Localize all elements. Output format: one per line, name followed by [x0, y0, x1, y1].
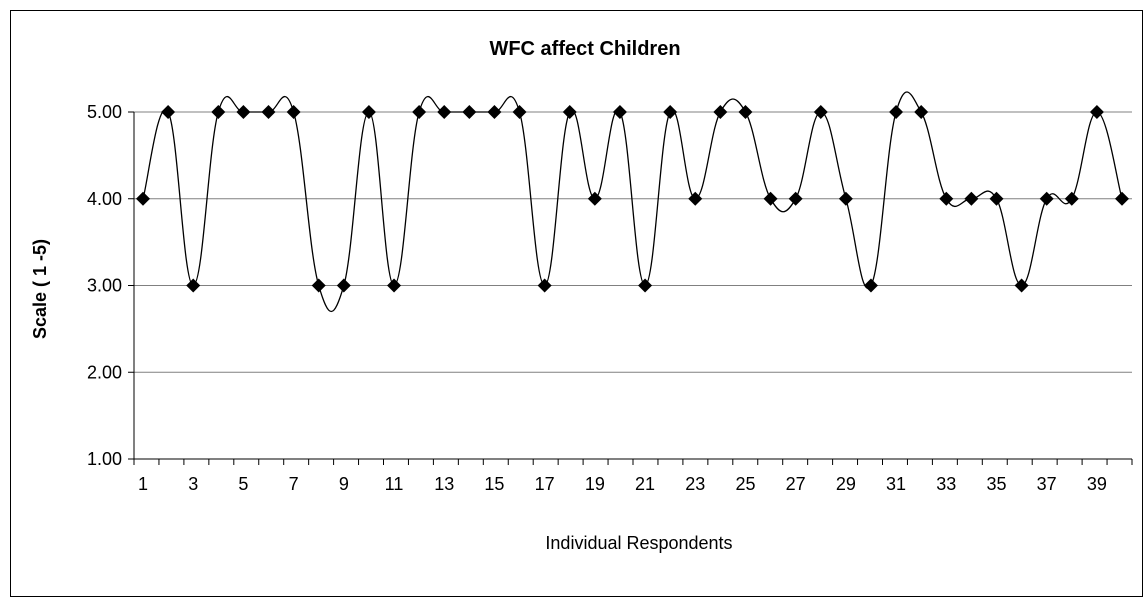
x-tick-label: 31 — [886, 474, 906, 494]
data-point-22 — [663, 105, 678, 119]
data-point-29 — [838, 191, 853, 206]
data-point-2 — [161, 105, 176, 119]
data-point-25 — [738, 105, 753, 119]
data-point-20 — [612, 105, 627, 119]
data-point-36 — [1014, 278, 1029, 293]
data-point-18 — [562, 105, 577, 119]
x-tick-label: 15 — [484, 474, 504, 494]
series-line — [142, 91, 1123, 312]
x-tick-label: 3 — [188, 474, 198, 494]
data-point-1 — [136, 191, 150, 206]
data-point-26 — [763, 191, 778, 206]
tick-labels: 1.002.003.004.005.001 3 5 7 9 11 13 15 17 19 21 23 2… — [87, 102, 1107, 494]
x-tick-label: 25 — [735, 474, 755, 494]
data-point-33 — [939, 191, 954, 206]
data-point-24 — [713, 105, 728, 119]
y-tick-label: 1.00 — [87, 449, 122, 469]
data-point-28 — [813, 105, 828, 119]
data-point-40 — [1115, 191, 1129, 206]
data-point-9 — [336, 278, 351, 293]
data-point-21 — [638, 278, 653, 293]
chart-frame: WFC affect Children Scale ( 1 -5) Indivi… — [10, 10, 1143, 597]
series-path — [142, 91, 1123, 312]
x-tick-label: 35 — [986, 474, 1006, 494]
y-tick-label: 3.00 — [87, 276, 122, 296]
data-point-31 — [889, 105, 904, 119]
data-point-23 — [688, 191, 703, 206]
data-point-7 — [286, 105, 301, 119]
x-tick-label: 27 — [786, 474, 806, 494]
data-point-37 — [1039, 191, 1054, 206]
x-tick-label: 21 — [635, 474, 655, 494]
data-point-39 — [1089, 105, 1104, 119]
x-tick-label: 1 — [138, 474, 148, 494]
x-tick-label: 23 — [685, 474, 705, 494]
chart-title: WFC affect Children — [489, 38, 680, 60]
gridlines — [134, 111, 1132, 373]
data-markers — [136, 105, 1129, 293]
data-point-12 — [412, 105, 427, 119]
x-tick-label: 39 — [1087, 474, 1107, 494]
data-point-4 — [211, 105, 226, 119]
data-point-14 — [462, 105, 477, 119]
data-point-35 — [989, 191, 1004, 206]
y-axis-label: Scale ( 1 -5) — [30, 239, 50, 339]
data-point-38 — [1064, 191, 1079, 206]
data-point-30 — [863, 278, 878, 293]
data-point-13 — [437, 105, 452, 119]
data-point-10 — [361, 105, 376, 119]
x-tick-label: 11 — [385, 474, 404, 494]
data-point-32 — [914, 105, 929, 119]
x-tick-label: 7 — [289, 474, 299, 494]
data-point-11 — [387, 278, 402, 293]
data-point-34 — [964, 191, 979, 206]
x-tick-label: 37 — [1037, 474, 1057, 494]
data-point-15 — [487, 105, 502, 119]
x-tick-label: 17 — [535, 474, 555, 494]
data-point-19 — [587, 191, 602, 206]
y-tick-label: 5.00 — [87, 102, 122, 122]
x-axis-label: Individual Respondents — [545, 533, 732, 553]
x-tick-label: 5 — [238, 474, 248, 494]
x-tick-label: 13 — [434, 474, 454, 494]
data-point-8 — [311, 278, 326, 293]
data-point-16 — [512, 105, 527, 119]
data-point-17 — [537, 278, 552, 293]
data-point-6 — [261, 105, 276, 119]
data-point-27 — [788, 191, 803, 206]
axes — [128, 111, 1133, 465]
y-tick-label: 2.00 — [87, 362, 122, 382]
data-point-3 — [186, 278, 201, 293]
data-point-5 — [236, 105, 251, 119]
x-tick-label: 9 — [339, 474, 349, 494]
x-tick-label: 33 — [936, 474, 956, 494]
x-tick-label: 29 — [836, 474, 856, 494]
x-tick-label: 19 — [585, 474, 605, 494]
line-chart: WFC affect Children Scale ( 1 -5) Indivi… — [30, 38, 1133, 553]
y-tick-label: 4.00 — [87, 189, 122, 209]
